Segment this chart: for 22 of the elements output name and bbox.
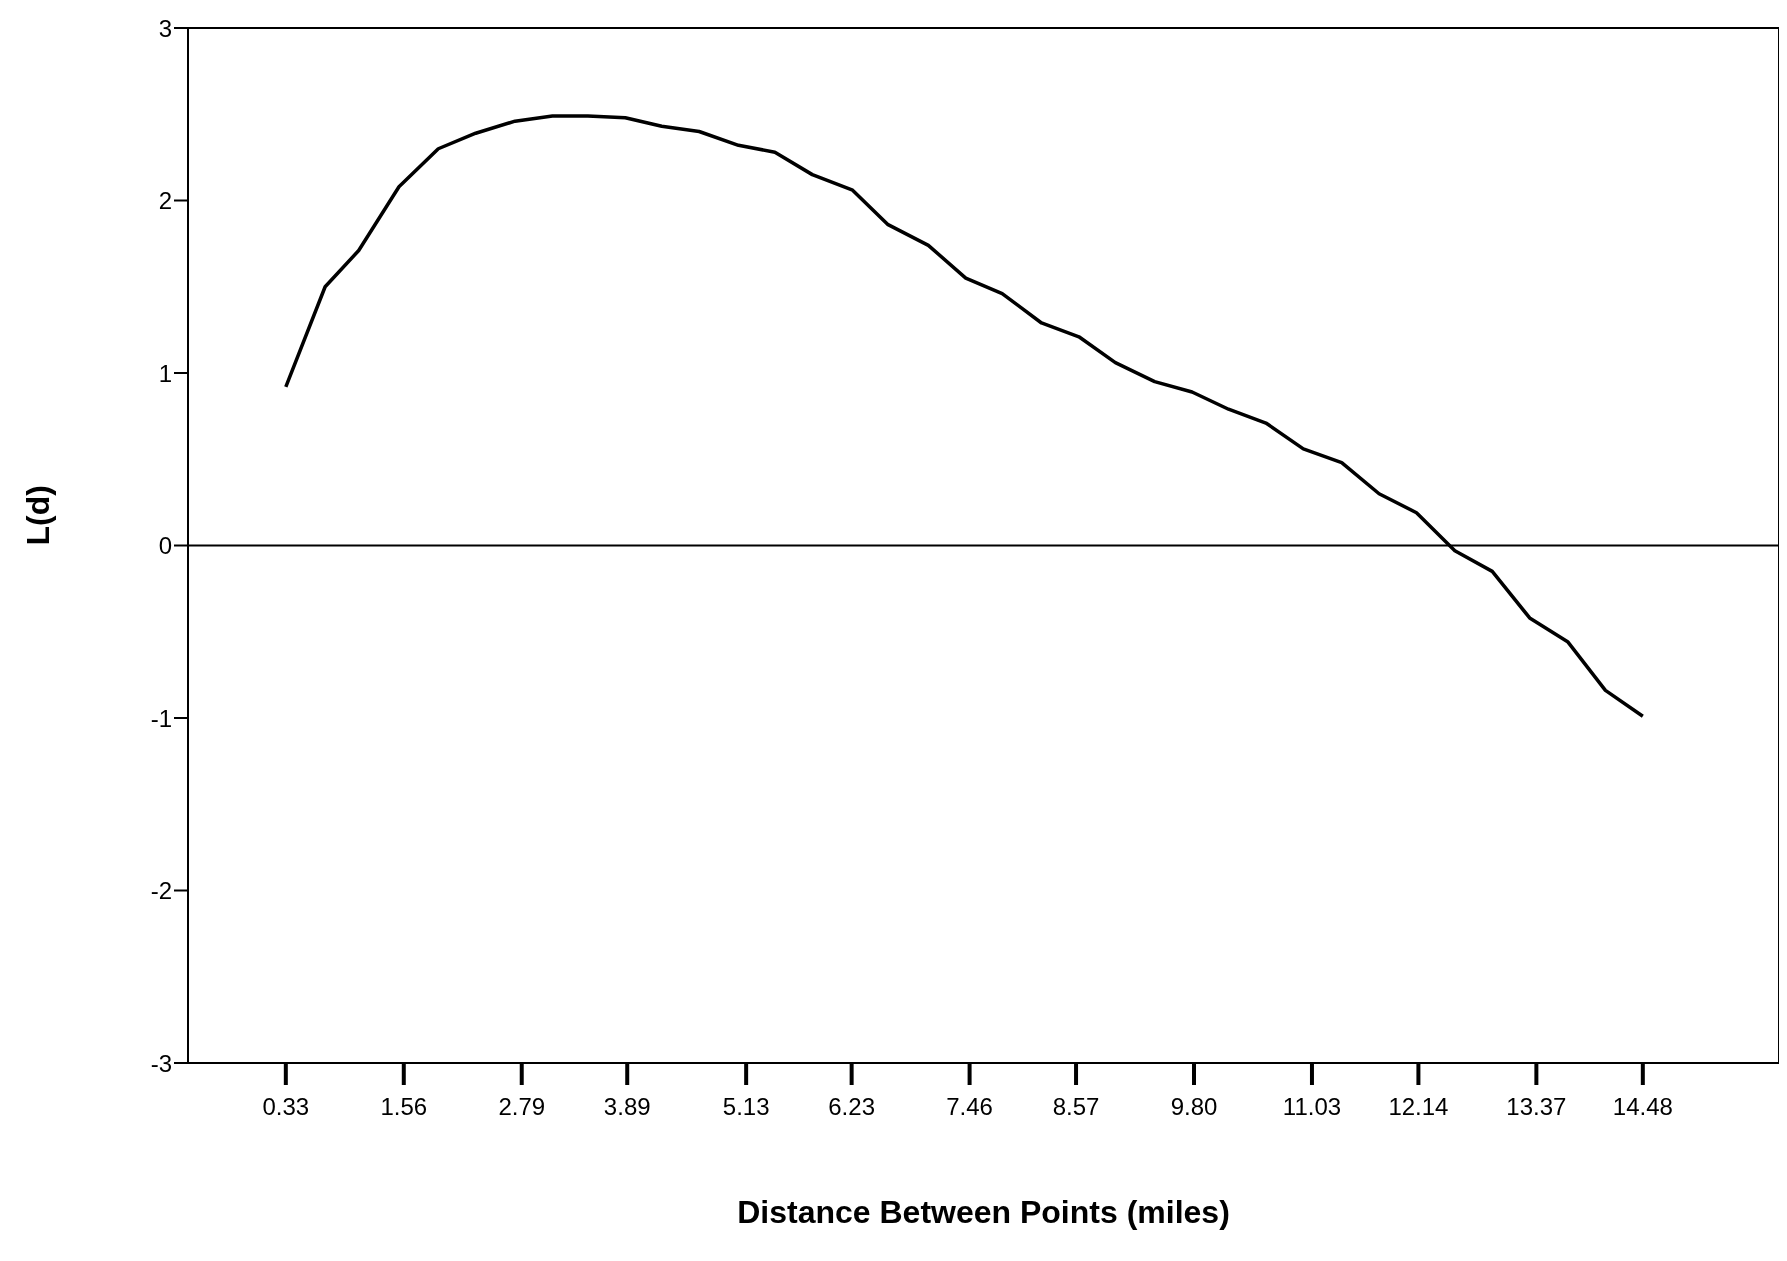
x-tick-label: 0.33 [262,1093,310,1120]
x-tick-label: 1.56 [380,1093,428,1120]
x-tick-label: 2.79 [498,1093,546,1120]
x-tick-label: 12.14 [1388,1093,1449,1120]
x-tick-label: 9.80 [1170,1093,1218,1120]
x-tick-label: 6.23 [828,1093,875,1120]
x-tick-label: 8.57 [1052,1093,1100,1120]
x-axis-title: Distance Between Points (miles) [737,1194,1230,1230]
x-tick-label: 11.03 [1282,1093,1342,1120]
y-tick-label: -3 [150,1049,172,1077]
x-tick-label: 13.37 [1506,1093,1567,1120]
y-tick-label: 3 [158,14,172,42]
x-tick-label: 5.13 [722,1093,770,1120]
x-tick-label: 14.48 [1612,1093,1673,1120]
y-tick-label: -1 [150,704,172,732]
x-tick-label: 3.89 [603,1093,651,1120]
y-tick-label: 1 [158,359,172,387]
y-tick-label: -2 [150,877,172,905]
y-tick-label: 0 [158,532,172,560]
y-axis-title: L(d) [20,485,57,546]
y-tick-label: 2 [158,187,172,215]
x-tick-label: 7.46 [946,1093,993,1120]
